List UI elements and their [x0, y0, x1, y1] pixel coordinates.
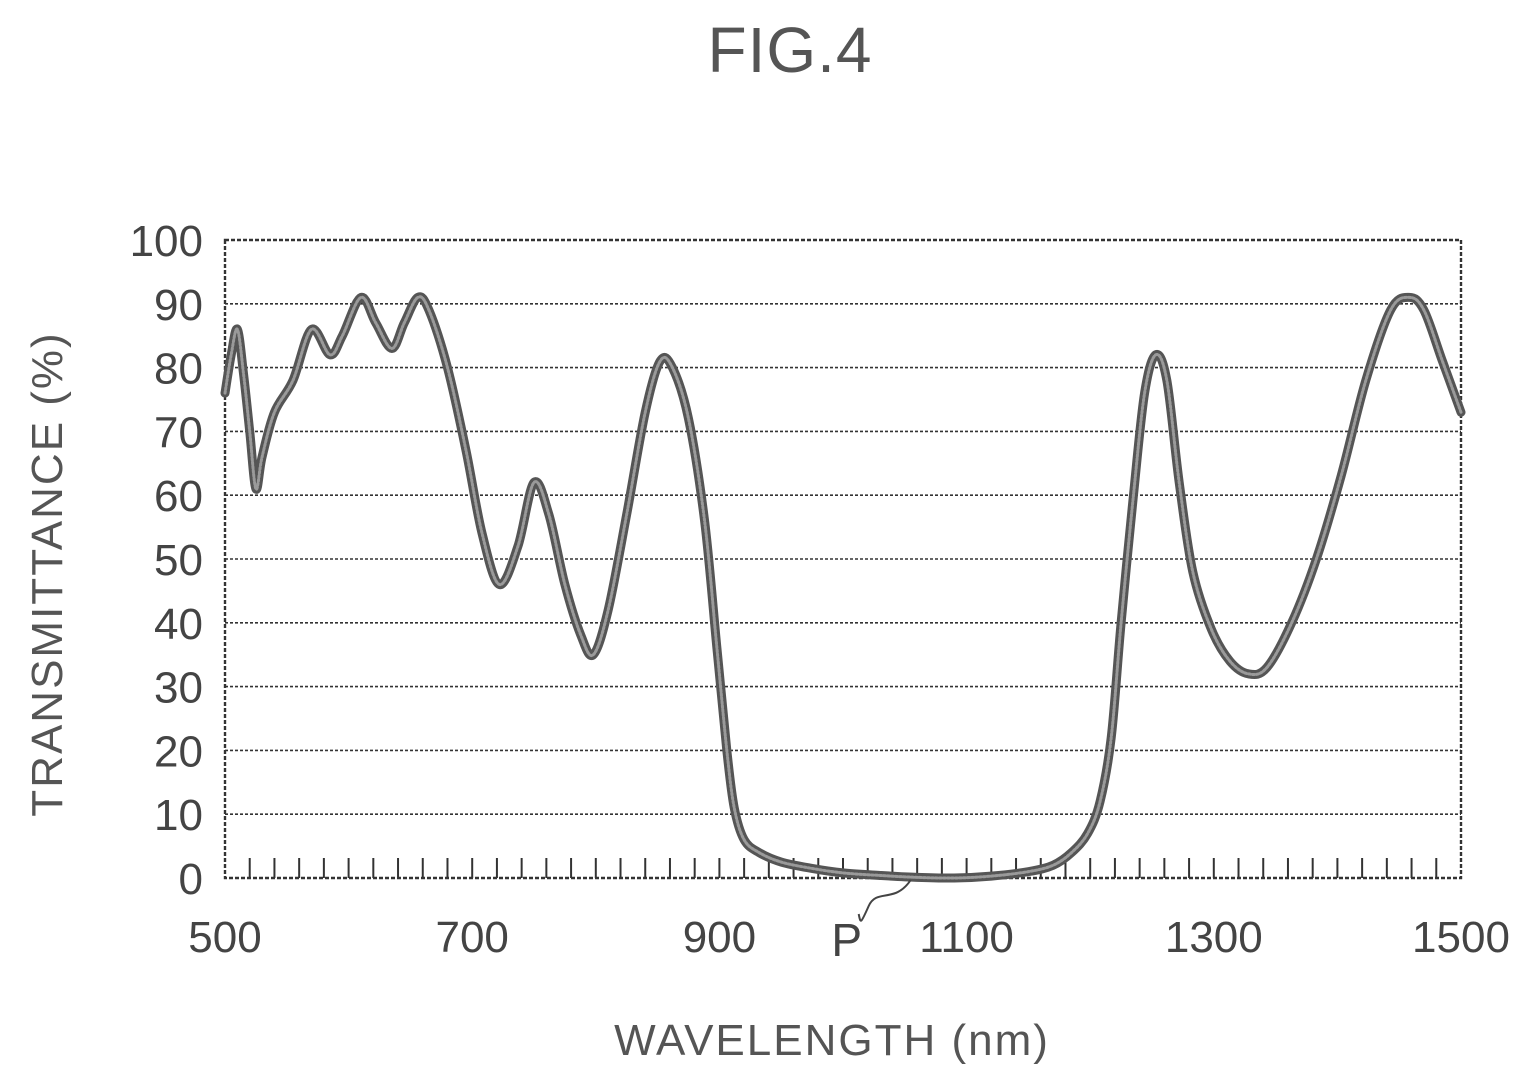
x-tick-label-700: 700	[435, 913, 508, 962]
annotation-label-0: P	[831, 914, 862, 966]
y-tick-label-60: 60	[154, 472, 203, 521]
x-tick-label-1100: 1100	[919, 913, 1014, 962]
y-tick-label-80: 80	[154, 345, 203, 394]
y-tick-label-50: 50	[154, 536, 203, 585]
figure-title: FIG.4	[707, 14, 872, 86]
y-axis-label: TRANSMITTANCE (%)	[23, 331, 72, 816]
x-tick-label-1500: 1500	[1412, 913, 1510, 962]
series-line-texture-0	[223, 295, 1463, 880]
x-axis-label: WAVELENGTH (nm)	[614, 1016, 1050, 1065]
x-minor-ticks	[248, 858, 1438, 878]
gridlines	[225, 302, 1461, 816]
y-axis-tick-labels: 0 10 20 30 40 50 60 70 80 90 100	[130, 217, 203, 904]
x-tick-label-900: 900	[683, 913, 756, 962]
y-tick-label-0: 0	[179, 855, 203, 904]
series-line-0	[220, 292, 1466, 883]
x-axis-tick-labels: 500 700 900 1100 1300 1500	[188, 913, 1510, 962]
y-tick-label-30: 30	[154, 664, 203, 713]
y-tick-label-70: 70	[154, 408, 203, 457]
y-tick-label-20: 20	[154, 727, 203, 776]
annotations: P	[831, 879, 912, 966]
y-tick-label-100: 100	[130, 217, 203, 266]
y-tick-label-40: 40	[154, 600, 203, 649]
y-tick-label-10: 10	[154, 791, 203, 840]
annotation-leader-0	[857, 879, 912, 922]
series-group	[220, 292, 1466, 883]
y-tick-label-90: 90	[154, 281, 203, 330]
x-tick-label-1300: 1300	[1165, 913, 1263, 962]
x-tick-label-500: 500	[188, 913, 261, 962]
